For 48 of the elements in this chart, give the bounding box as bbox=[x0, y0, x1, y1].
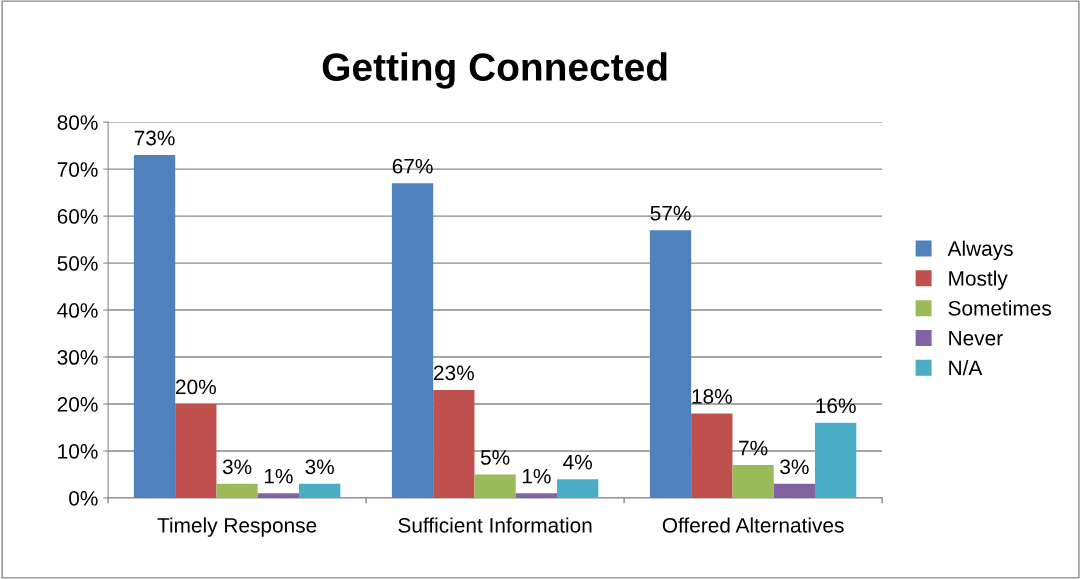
bar bbox=[773, 483, 816, 498]
bar bbox=[133, 155, 176, 498]
data-label: 20% bbox=[176, 379, 216, 395]
x-tick-label: Timely Response bbox=[157, 517, 317, 537]
y-tick-label: 10% bbox=[58, 443, 98, 459]
bar bbox=[391, 183, 434, 498]
data-label: 5% bbox=[480, 450, 510, 465]
bar bbox=[732, 465, 774, 498]
data-label: 67% bbox=[392, 158, 433, 174]
y-tick-label: 20% bbox=[57, 397, 98, 412]
data-label: 1% bbox=[522, 468, 551, 484]
y-tick-label: 0% bbox=[69, 490, 98, 506]
data-label: 73% bbox=[134, 130, 175, 146]
data-label: 3% bbox=[222, 459, 252, 475]
bar bbox=[216, 483, 258, 498]
bar bbox=[649, 230, 692, 498]
y-tick-label: 70% bbox=[57, 162, 98, 177]
y-tick-label: 60% bbox=[57, 209, 98, 224]
data-label: 3% bbox=[780, 459, 809, 475]
data-label: 3% bbox=[305, 459, 334, 475]
legend-label: Always bbox=[947, 240, 1013, 261]
bar bbox=[474, 474, 516, 498]
data-label: 23% bbox=[434, 365, 474, 381]
data-label: 1% bbox=[264, 468, 293, 484]
y-tick-label: 40% bbox=[57, 303, 98, 318]
legend-label: N/A bbox=[949, 360, 983, 376]
data-label: 16% bbox=[816, 398, 856, 414]
bar bbox=[691, 413, 733, 498]
bar bbox=[299, 483, 341, 498]
bar bbox=[433, 389, 475, 498]
y-tick-label: 50% bbox=[57, 256, 98, 271]
data-label: 18% bbox=[692, 388, 732, 404]
bar bbox=[515, 493, 558, 498]
x-tick-label: Offered Alternatives bbox=[662, 517, 844, 533]
legend-label: Mostly bbox=[949, 270, 1008, 290]
data-label: 4% bbox=[563, 454, 592, 470]
data-label: 57% bbox=[650, 205, 691, 221]
legend-label: Sometimes bbox=[948, 300, 1052, 316]
chart-title: Getting Connected bbox=[322, 52, 667, 89]
bar bbox=[557, 479, 599, 498]
x-tick-label: Sufficient Information bbox=[398, 517, 592, 533]
legend-label: Never bbox=[949, 330, 1003, 346]
bar bbox=[815, 422, 857, 498]
bar bbox=[175, 404, 217, 498]
y-tick-label: 80% bbox=[57, 115, 98, 130]
y-tick-label: 30% bbox=[57, 350, 98, 365]
bar bbox=[257, 493, 300, 498]
data-label: 7% bbox=[739, 440, 768, 456]
